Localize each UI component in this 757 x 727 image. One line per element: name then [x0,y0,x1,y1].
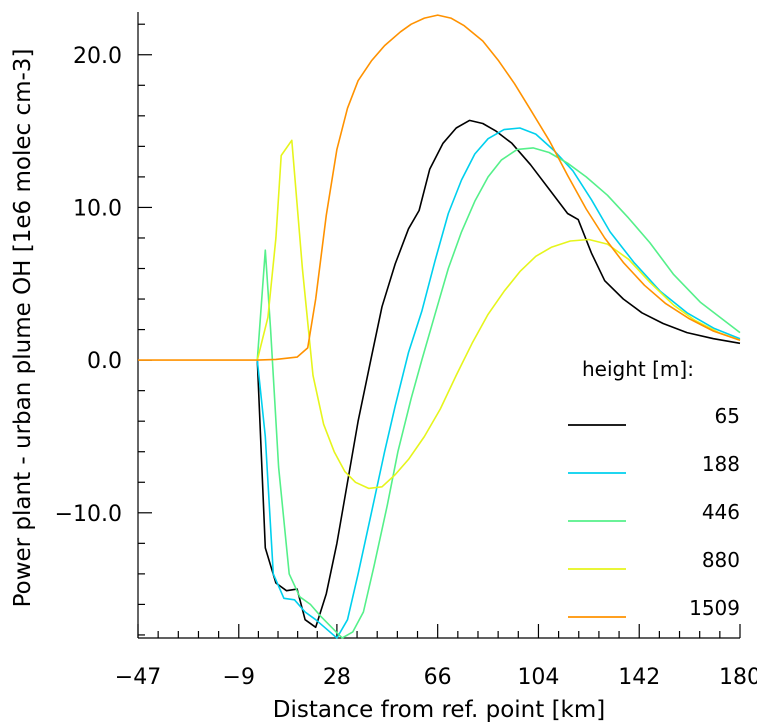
series-lines [138,14,741,639]
y-tick-label: −10.0 [55,502,122,527]
x-tick-label: 28 [323,665,351,690]
y-tick-label: 0.0 [87,349,122,374]
x-tick-label: 66 [424,665,452,690]
x-tick-label: 180 [719,665,757,690]
legend: height [m]: 65 188 446 880 1509 [568,357,740,620]
y-tick-label: 10.0 [73,196,122,221]
series-line-446 [256,147,741,639]
legend-entries: 65 188 446 880 1509 [568,404,740,620]
y-axis-label: Power plant - urban plume OH [1e6 molec … [10,49,36,608]
x-tick-label: 142 [618,665,660,690]
legend-label-446: 446 [702,500,740,524]
legend-label-188: 188 [702,452,740,476]
legend-title: height [m]: [582,357,694,381]
y-ticks: 20.0 10.0 0.0 −10.0 [55,23,152,636]
series-line-65 [256,119,741,629]
legend-label-65: 65 [715,404,740,428]
series-line-880 [256,139,741,490]
x-axis-label: Distance from ref. point [km] [273,697,606,723]
y-tick-label: 20.0 [73,44,122,69]
x-tick-label: 104 [517,665,559,690]
legend-label-1509: 1509 [689,596,740,620]
x-ticks: −47 −9 28 66 104 142 180 [115,624,757,690]
x-tick-label: −9 [223,665,255,690]
series-line-1509 [138,14,741,361]
axes [137,12,740,639]
series-line-188 [256,127,741,639]
x-tick-label: −47 [115,665,161,690]
legend-label-880: 880 [702,548,740,572]
